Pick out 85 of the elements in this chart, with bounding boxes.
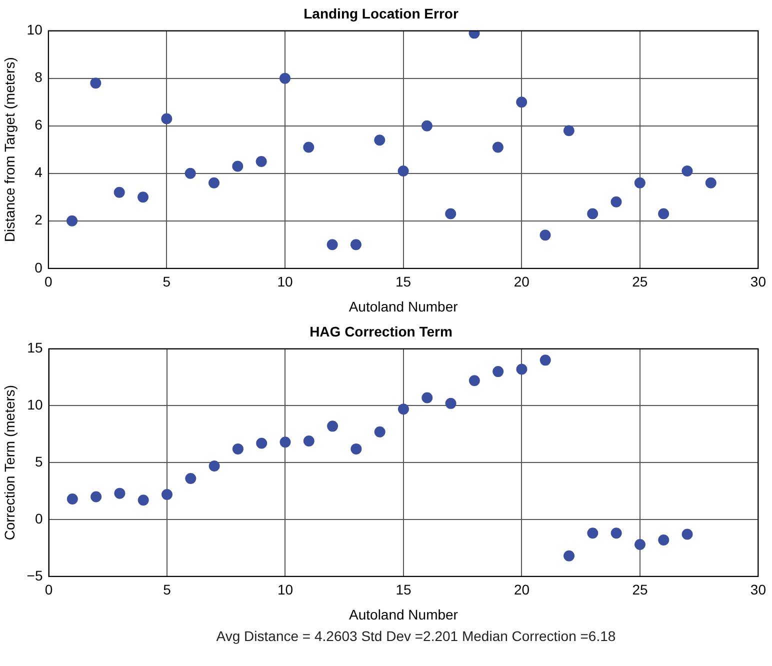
point (398, 165, 409, 176)
point (682, 165, 693, 176)
y-tick-label: −5 (26, 567, 43, 584)
point (90, 78, 102, 89)
point (563, 125, 574, 136)
point (185, 473, 196, 484)
x-tick-label: 10 (277, 274, 293, 290)
point (422, 392, 433, 404)
point (492, 142, 504, 153)
point (138, 494, 149, 506)
point (516, 364, 528, 375)
x-tick-label: 15 (396, 274, 412, 290)
y-tick-label: 2 (34, 212, 43, 228)
point (610, 196, 622, 208)
y-tick-label: 5 (34, 453, 43, 470)
point (705, 177, 716, 188)
point (374, 426, 386, 438)
point (516, 96, 528, 108)
x-tick-label: 5 (163, 582, 172, 598)
x-tick-label: 25 (632, 274, 648, 290)
point (564, 550, 575, 562)
y-tick-label: 10 (27, 396, 43, 413)
y-tick-label: 4 (34, 164, 43, 180)
x-tick-label: 30 (750, 582, 766, 598)
x-tick-label: 30 (750, 274, 766, 290)
y-tick-label: 10 (26, 22, 43, 38)
point (350, 443, 362, 454)
x-tick-label: 20 (514, 274, 530, 290)
y-tick-label: 8 (34, 69, 43, 86)
y-tick-label: 0 (34, 259, 43, 276)
point (350, 239, 362, 250)
y-tick-label: 0 (34, 510, 43, 526)
text: Avg Distance = 4.2603 Std Dev =2.201 Median Correction =6.18 (215, 628, 617, 644)
y-axis-title: Distance from Target (meters) (1, 57, 18, 242)
point (445, 208, 456, 220)
point (587, 208, 598, 220)
y-axis-title: Correction Term (meters) (1, 384, 18, 540)
x-tick-label: 0 (44, 582, 53, 598)
x-axis-title: Autoland Number (349, 606, 458, 622)
point (303, 142, 314, 153)
point (658, 534, 670, 546)
point (468, 375, 480, 386)
point (66, 215, 78, 226)
point (445, 398, 456, 409)
point (114, 186, 125, 198)
x-tick-label: 5 (162, 274, 171, 290)
point (232, 160, 244, 172)
point (634, 177, 646, 188)
y-tick-label: 6 (34, 116, 43, 133)
chart-title: HAG Correction Term (310, 323, 452, 340)
point (374, 134, 386, 146)
point (280, 436, 291, 448)
point (587, 528, 598, 539)
point (610, 528, 622, 539)
point (184, 168, 196, 179)
point (634, 539, 646, 550)
point (279, 72, 290, 84)
chart-title: Landing Location Error (304, 5, 459, 22)
point (208, 460, 220, 472)
point (682, 528, 693, 540)
point (161, 113, 172, 124)
x-tick-label: 15 (396, 582, 412, 598)
point (540, 230, 551, 241)
point (256, 156, 267, 167)
point (232, 443, 244, 454)
point (326, 239, 338, 250)
x-tick-label: 25 (632, 582, 648, 598)
point (90, 491, 102, 502)
point (208, 177, 220, 188)
point (327, 420, 338, 432)
point (256, 438, 268, 449)
point (162, 488, 173, 500)
point (492, 366, 504, 378)
point (658, 208, 670, 220)
point (114, 488, 126, 499)
point (398, 404, 409, 415)
point (540, 354, 551, 366)
x-axis-title: Autoland Number (348, 298, 458, 314)
x-tick-label: 10 (277, 582, 294, 598)
x-tick-label: 20 (514, 582, 530, 598)
point (66, 494, 78, 505)
y-tick-label: 15 (27, 340, 43, 356)
point (138, 192, 149, 203)
point (421, 120, 432, 132)
point (303, 435, 314, 446)
